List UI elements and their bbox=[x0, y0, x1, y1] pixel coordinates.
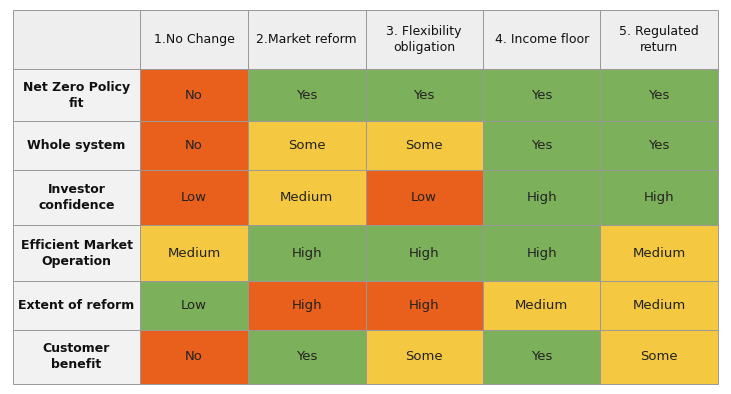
Text: 4. Income floor: 4. Income floor bbox=[495, 33, 588, 46]
Bar bbox=[366, 170, 483, 225]
Text: Medium: Medium bbox=[515, 299, 568, 312]
Bar bbox=[248, 10, 366, 69]
Text: Customer
benefit: Customer benefit bbox=[43, 342, 110, 371]
Bar bbox=[483, 225, 600, 281]
Bar bbox=[600, 225, 718, 281]
Text: High: High bbox=[409, 247, 439, 260]
Text: Extent of reform: Extent of reform bbox=[18, 299, 135, 312]
Bar bbox=[13, 10, 140, 69]
Text: Low: Low bbox=[181, 191, 207, 204]
Text: Yes: Yes bbox=[531, 89, 553, 102]
Text: Yes: Yes bbox=[648, 139, 670, 152]
Bar bbox=[140, 225, 248, 281]
Text: High: High bbox=[292, 247, 322, 260]
Bar bbox=[13, 329, 140, 384]
Bar bbox=[140, 10, 248, 69]
Text: Whole system: Whole system bbox=[27, 139, 126, 152]
Text: 1.No Change: 1.No Change bbox=[154, 33, 235, 46]
Text: Low: Low bbox=[181, 299, 207, 312]
Bar bbox=[366, 225, 483, 281]
Bar bbox=[140, 170, 248, 225]
Text: High: High bbox=[409, 299, 439, 312]
Bar bbox=[483, 10, 600, 69]
Bar bbox=[366, 121, 483, 170]
Text: Medium: Medium bbox=[632, 299, 686, 312]
Bar bbox=[140, 121, 248, 170]
Bar bbox=[140, 329, 248, 384]
Text: 3. Flexibility
obligation: 3. Flexibility obligation bbox=[387, 25, 462, 54]
Text: Yes: Yes bbox=[648, 89, 670, 102]
Bar bbox=[600, 170, 718, 225]
Text: Yes: Yes bbox=[531, 139, 553, 152]
Text: Medium: Medium bbox=[167, 247, 221, 260]
Bar bbox=[600, 121, 718, 170]
Bar bbox=[13, 121, 140, 170]
Text: 5. Regulated
return: 5. Regulated return bbox=[619, 25, 699, 54]
Bar bbox=[13, 225, 140, 281]
Text: Yes: Yes bbox=[531, 350, 553, 363]
Text: Yes: Yes bbox=[414, 89, 435, 102]
Text: High: High bbox=[526, 191, 557, 204]
Text: Some: Some bbox=[406, 350, 443, 363]
Text: Medium: Medium bbox=[632, 247, 686, 260]
Bar bbox=[366, 10, 483, 69]
Text: Net Zero Policy
fit: Net Zero Policy fit bbox=[23, 81, 130, 110]
Bar bbox=[600, 69, 718, 121]
Bar bbox=[600, 10, 718, 69]
Text: Yes: Yes bbox=[296, 89, 317, 102]
Bar bbox=[248, 329, 366, 384]
Bar bbox=[483, 170, 600, 225]
Text: Medium: Medium bbox=[280, 191, 333, 204]
Bar bbox=[483, 281, 600, 329]
Bar bbox=[13, 170, 140, 225]
Bar bbox=[140, 281, 248, 329]
Bar bbox=[600, 281, 718, 329]
Bar bbox=[366, 281, 483, 329]
Bar bbox=[140, 69, 248, 121]
Text: Yes: Yes bbox=[296, 350, 317, 363]
Text: High: High bbox=[292, 299, 322, 312]
Text: Some: Some bbox=[288, 139, 325, 152]
Text: 2.Market reform: 2.Market reform bbox=[257, 33, 357, 46]
Text: Some: Some bbox=[640, 350, 678, 363]
Text: Some: Some bbox=[406, 139, 443, 152]
Text: No: No bbox=[185, 350, 203, 363]
Bar bbox=[600, 329, 718, 384]
Text: Investor
confidence: Investor confidence bbox=[38, 183, 115, 212]
Bar bbox=[483, 121, 600, 170]
Bar bbox=[483, 69, 600, 121]
Bar bbox=[248, 170, 366, 225]
Bar bbox=[483, 329, 600, 384]
Text: High: High bbox=[644, 191, 675, 204]
Bar bbox=[13, 69, 140, 121]
Bar bbox=[13, 281, 140, 329]
Bar bbox=[248, 121, 366, 170]
Text: Low: Low bbox=[412, 191, 437, 204]
Bar bbox=[248, 69, 366, 121]
Text: High: High bbox=[526, 247, 557, 260]
Text: No: No bbox=[185, 89, 203, 102]
Text: No: No bbox=[185, 139, 203, 152]
Bar bbox=[248, 281, 366, 329]
Text: Efficient Market
Operation: Efficient Market Operation bbox=[20, 239, 132, 268]
Bar bbox=[366, 329, 483, 384]
Bar bbox=[248, 225, 366, 281]
Bar bbox=[366, 69, 483, 121]
